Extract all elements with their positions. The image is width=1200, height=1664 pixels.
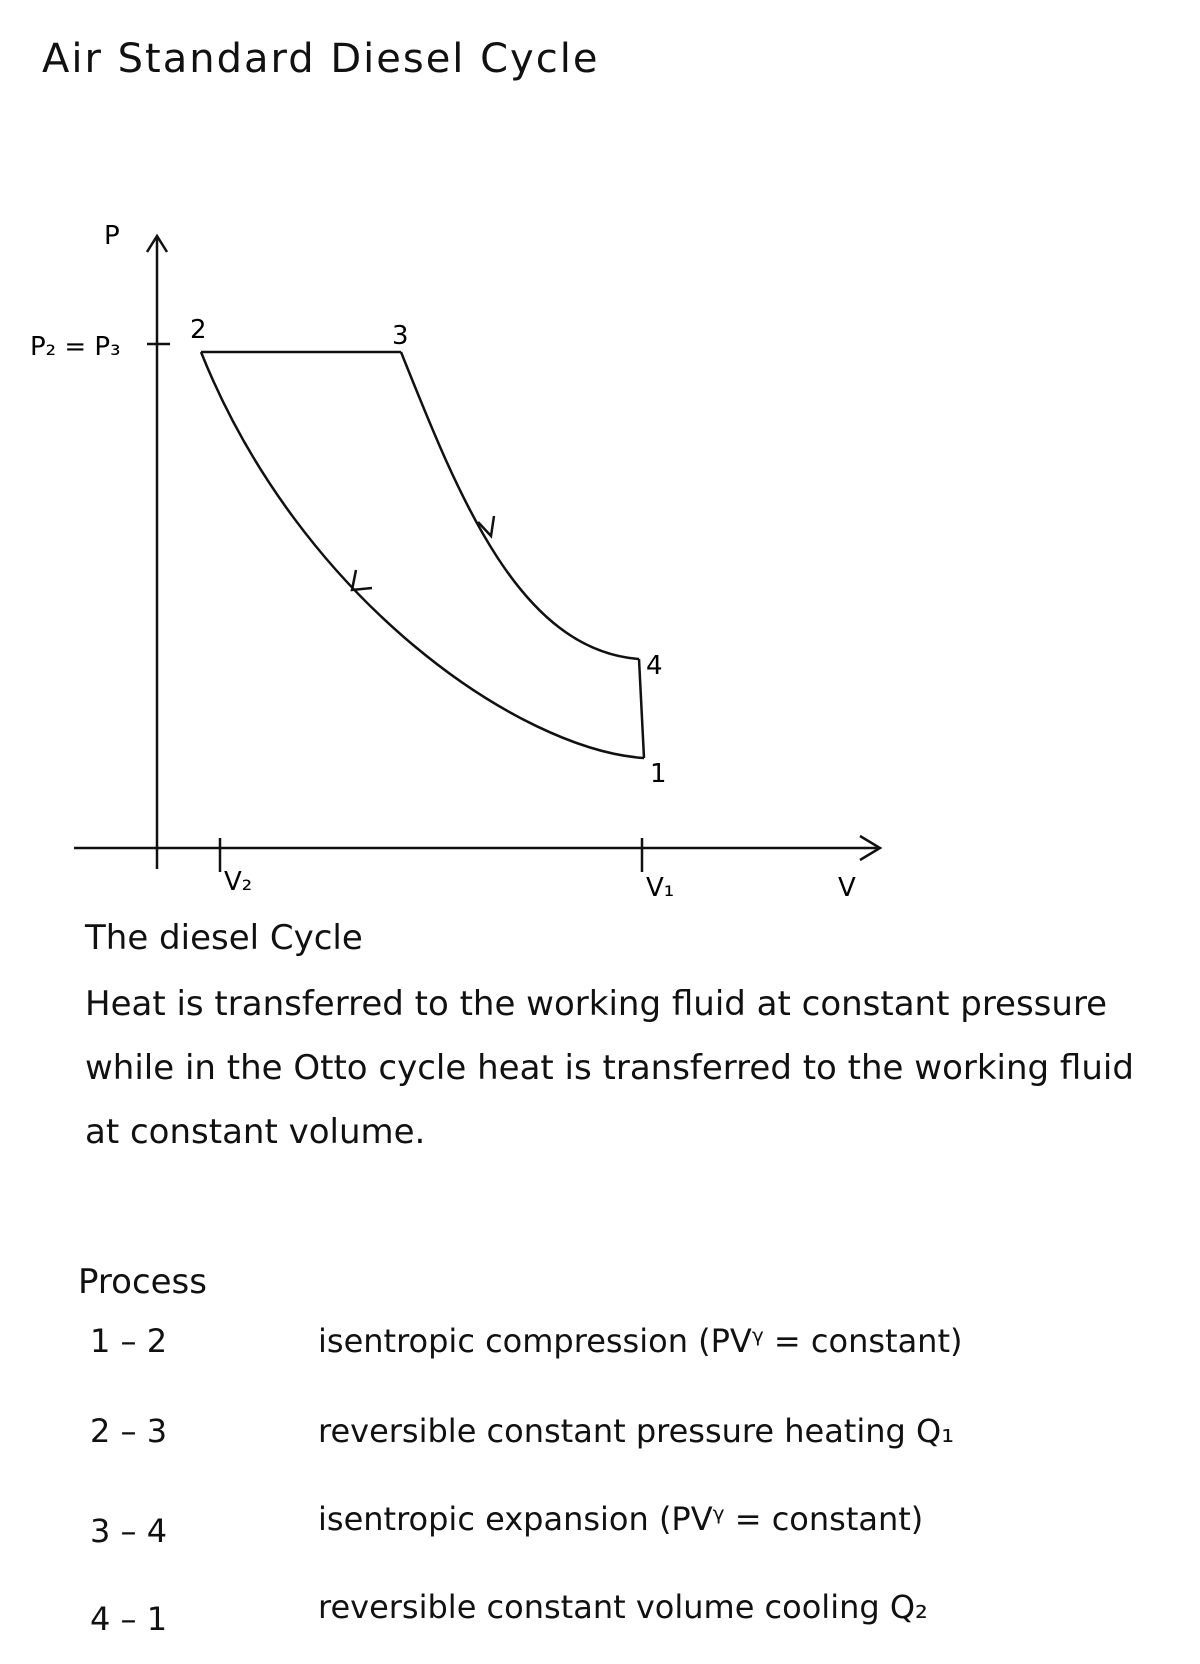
process-description: reversible constant pressure heating Q₁ xyxy=(318,1412,955,1450)
pv-diagram: P V P₂ = P₃ 2 3 4 1 V₂ V₁ xyxy=(30,221,883,900)
volume-label: V₂ xyxy=(224,867,252,897)
description-text: Heat is transferred to the working fluid… xyxy=(85,984,1134,1152)
volume-label: V₁ xyxy=(646,873,674,900)
title: Air Standard Diesel Cycle xyxy=(42,36,600,82)
process-number: 1 – 2 xyxy=(90,1322,168,1360)
x-axis-arrow xyxy=(859,834,883,862)
process-description: reversible constant volume cooling Q₂ xyxy=(318,1588,928,1626)
process-number: 4 – 1 xyxy=(90,1600,168,1638)
arrow-3-4 xyxy=(477,515,496,539)
point-label: 2 xyxy=(190,315,207,345)
process-number: 3 – 4 xyxy=(90,1512,168,1550)
arrow-1-2 xyxy=(350,569,373,592)
process-number: 2 – 3 xyxy=(90,1412,168,1450)
process-description: isentropic compression (PVᵞ = constant) xyxy=(318,1322,963,1360)
point-label: 3 xyxy=(392,321,409,351)
process-1-2 xyxy=(199,351,645,760)
description-heading: The diesel Cycle xyxy=(85,918,363,958)
point-label: 1 xyxy=(650,759,667,789)
y-axis-arrow xyxy=(145,233,169,253)
pressure-label: P₂ = P₃ xyxy=(30,332,121,362)
y-axis-label: P xyxy=(104,221,120,251)
process-description: isentropic expansion (PVᵞ = constant) xyxy=(318,1500,924,1538)
point-label: 4 xyxy=(646,651,663,681)
process-3-4 xyxy=(399,351,640,661)
x-axis-label: V xyxy=(838,873,856,900)
process-heading: Process xyxy=(78,1262,207,1302)
process-4-1 xyxy=(637,658,646,759)
